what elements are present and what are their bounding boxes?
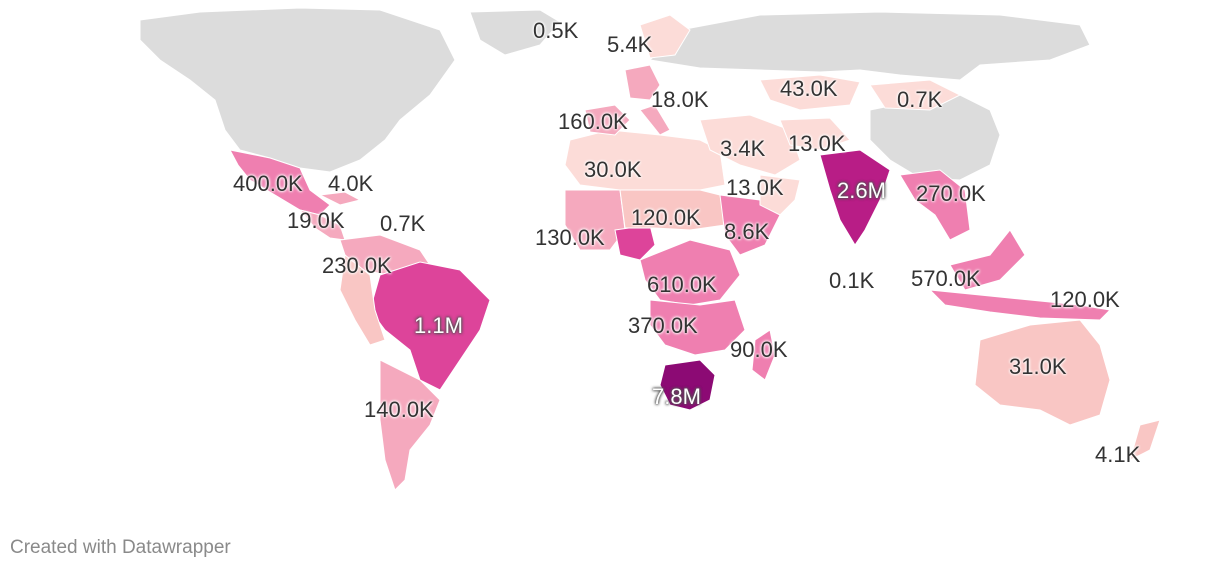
map-label-south-africa: 7.8M: [652, 384, 701, 409]
map-label-mongolia: 0.7K: [897, 87, 943, 112]
region-kazakhstan: [759, 74, 861, 111]
region-mongolia: [869, 79, 962, 111]
region-north-america: [139, 7, 456, 173]
map-label-mexico: 400.0K: [233, 171, 303, 196]
map-label-west-africa: 130.0K: [535, 225, 605, 250]
map-label-kazakhstan: 43.0K: [780, 76, 838, 101]
map-label-indonesia: 120.0K: [1050, 287, 1120, 312]
region-scandinavia: [639, 14, 691, 59]
map-label-new-zealand: 4.1K: [1095, 442, 1141, 467]
world-map: [139, 7, 1161, 491]
data-regions: [229, 14, 1161, 491]
region-south-africa: [659, 359, 716, 411]
map-label-northern-south-america: 230.0K: [322, 253, 392, 278]
datawrapper-credit[interactable]: Created with Datawrapper: [10, 537, 231, 558]
map-label-maldives: 0.1K: [829, 268, 875, 293]
region-caribbean: [318, 191, 362, 206]
region-sahel: [619, 189, 726, 231]
region-india: [819, 149, 891, 246]
map-label-east-africa: 8.6K: [724, 219, 770, 244]
map-label-central-europe: 18.0K: [651, 87, 709, 112]
region-greenland: [469, 9, 561, 56]
no-data-regions: [139, 7, 1091, 181]
map-label-southern-central-africa: 370.0K: [628, 313, 698, 338]
map-label-southeast-asia: 270.0K: [916, 181, 986, 206]
region-madagascar: [751, 329, 776, 381]
region-nigeria: [614, 224, 656, 261]
map-label-middle-east: 3.4K: [720, 136, 766, 161]
region-russia: [648, 11, 1091, 81]
region-southern-central-africa: [649, 299, 746, 356]
map-label-horn-of-africa: 13.0K: [726, 175, 784, 200]
region-new-zealand: [1129, 419, 1161, 461]
region-italy: [639, 104, 671, 136]
region-central-africa: [639, 239, 741, 306]
region-australia: [974, 319, 1111, 426]
region-andes: [339, 254, 386, 346]
map-label-central-america: 19.0K: [287, 208, 345, 233]
map-label-philippines-malaysia: 570.0K: [911, 266, 981, 291]
map-label-argentina: 140.0K: [364, 397, 434, 422]
map-label-north-africa: 30.0K: [584, 157, 642, 182]
map-label-central-asia: 13.0K: [788, 131, 846, 156]
map-label-madagascar: 90.0K: [730, 337, 788, 362]
map-label-iceland: 0.5K: [533, 18, 579, 43]
map-label-australia: 31.0K: [1009, 354, 1067, 379]
region-southeast-asia: [899, 169, 971, 241]
region-central-europe: [624, 64, 661, 101]
map-label-sahel: 120.0K: [631, 205, 701, 230]
region-horn-of-africa: [759, 174, 801, 216]
region-indonesia: [928, 289, 1112, 321]
map-label-brazil: 1.1M: [414, 313, 463, 338]
map-label-lesser-antilles: 0.7K: [380, 211, 426, 236]
region-brazil: [369, 261, 491, 391]
region-philippines-malaysia: [949, 229, 1026, 291]
region-central-asia: [779, 117, 851, 151]
map-label-caribbean: 4.0K: [328, 171, 374, 196]
map-label-western-europe: 160.0K: [558, 109, 628, 134]
map-label-scandinavia: 5.4K: [607, 32, 653, 57]
region-western-europe: [584, 104, 631, 136]
region-argentina: [379, 359, 441, 491]
region-north-africa: [564, 129, 726, 191]
map-label-india: 2.6M: [837, 178, 886, 203]
region-middle-east: [699, 114, 801, 176]
map-label-central-africa: 610.0K: [647, 272, 717, 297]
